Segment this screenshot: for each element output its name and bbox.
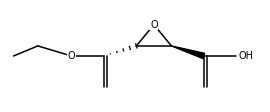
Text: OH: OH [238, 51, 253, 61]
Text: O: O [68, 51, 75, 61]
Polygon shape [171, 46, 205, 59]
Text: O: O [150, 20, 158, 30]
